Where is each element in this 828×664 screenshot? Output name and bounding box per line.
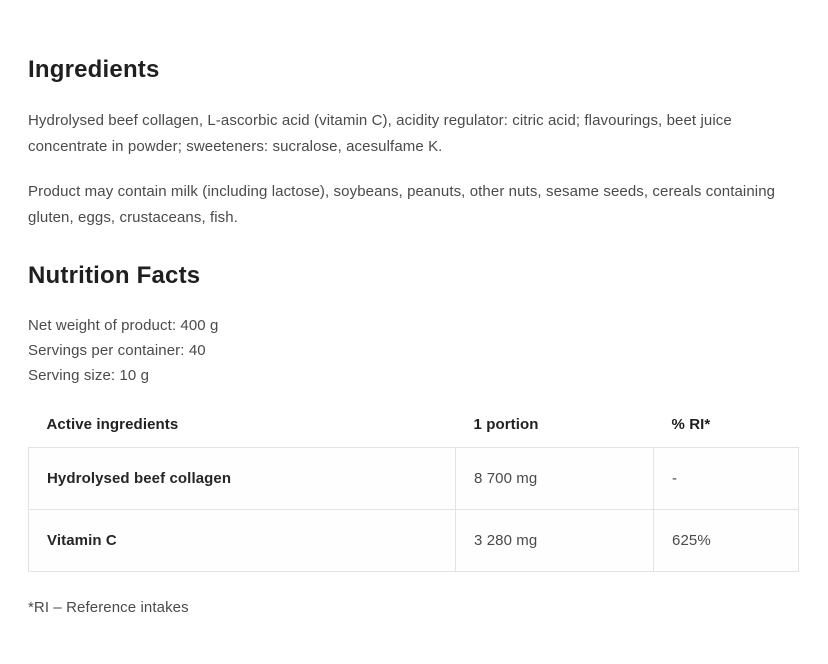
table-header-row: Active ingredients 1 portion % RI* <box>29 402 799 448</box>
table-row: Hydrolysed beef collagen 8 700 mg - <box>28 447 799 511</box>
ingredients-paragraph: Hydrolysed beef collagen, L-ascorbic aci… <box>28 111 732 155</box>
header-portion: 1 portion <box>473 415 539 433</box>
ingredient-name-cell: Hydrolysed beef collagen <box>28 447 456 511</box>
ri-value-cell: 625% <box>653 509 799 573</box>
ri-value-cell: - <box>653 447 799 511</box>
serving-info: Net weight of product: 400 g Servings pe… <box>28 313 798 388</box>
reference-intakes-footnote: *RI – Reference intakes <box>28 599 189 617</box>
header-ri: % RI* <box>671 415 711 433</box>
table-row: Vitamin C 3 280 mg 625% <box>28 509 799 573</box>
header-active-ingredients: Active ingredients <box>46 415 179 433</box>
allergen-paragraph: Product may contain milk (including lact… <box>28 182 776 226</box>
portion-value-cell: 3 280 mg <box>455 509 654 573</box>
nutrition-table-header: Active ingredients 1 portion % RI* <box>29 402 799 448</box>
nutrition-table: Active ingredients 1 portion % RI* Hydro… <box>28 402 799 573</box>
portion-value-cell: 8 700 mg <box>455 447 654 511</box>
servings-per-container-line: Servings per container: 40 <box>28 341 206 359</box>
nutrition-table-body: Hydrolysed beef collagen 8 700 mg - Vita… <box>28 447 799 573</box>
ingredient-name-cell: Vitamin C <box>28 509 456 573</box>
net-weight-line: Net weight of product: 400 g <box>28 316 219 334</box>
nutrition-facts-heading: Nutrition Facts <box>28 261 201 289</box>
serving-size-line: Serving size: 10 g <box>28 366 150 384</box>
ingredients-heading: Ingredients <box>28 56 160 83</box>
product-details-page: Ingredients Hydrolysed beef collagen, L-… <box>28 56 799 617</box>
